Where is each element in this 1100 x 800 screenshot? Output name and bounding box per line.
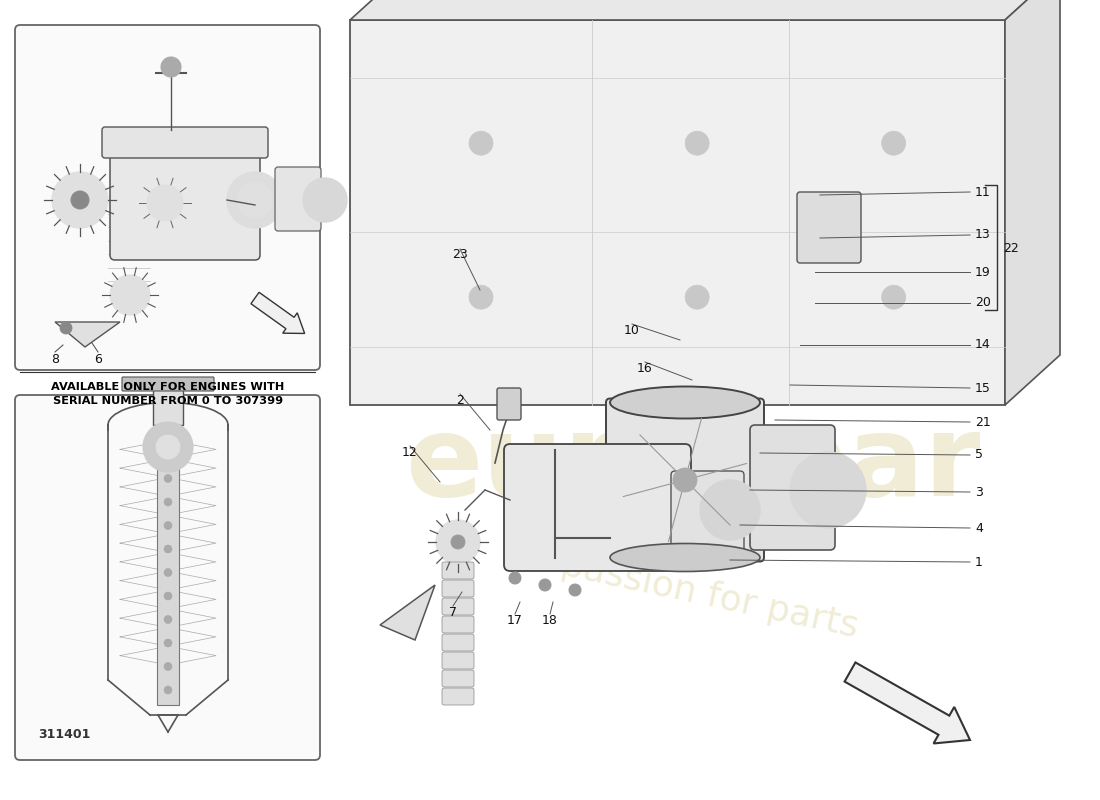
FancyBboxPatch shape <box>275 167 321 231</box>
Circle shape <box>539 579 551 591</box>
FancyArrow shape <box>845 662 970 743</box>
FancyBboxPatch shape <box>671 471 744 559</box>
Text: 1: 1 <box>975 555 983 569</box>
Circle shape <box>451 535 465 549</box>
Circle shape <box>72 191 89 209</box>
Text: 311401: 311401 <box>39 728 90 741</box>
Text: 11: 11 <box>975 186 991 198</box>
FancyBboxPatch shape <box>442 688 474 705</box>
FancyArrow shape <box>251 292 305 334</box>
Circle shape <box>700 480 760 540</box>
Text: 8: 8 <box>51 353 59 366</box>
Text: 14: 14 <box>975 338 991 351</box>
Circle shape <box>164 545 172 553</box>
Circle shape <box>164 569 172 577</box>
Text: 19: 19 <box>975 266 991 278</box>
Text: a passion for parts: a passion for parts <box>525 540 861 644</box>
Circle shape <box>147 185 183 221</box>
Text: 18: 18 <box>542 614 558 626</box>
FancyBboxPatch shape <box>442 634 474 651</box>
Text: 17: 17 <box>507 614 522 626</box>
Polygon shape <box>55 322 120 347</box>
FancyBboxPatch shape <box>122 377 214 391</box>
Circle shape <box>302 178 346 222</box>
Circle shape <box>156 435 180 459</box>
Circle shape <box>436 520 480 564</box>
FancyBboxPatch shape <box>442 616 474 633</box>
Circle shape <box>569 584 581 596</box>
Circle shape <box>469 286 493 309</box>
Circle shape <box>509 572 521 584</box>
FancyBboxPatch shape <box>504 444 691 571</box>
Ellipse shape <box>610 386 760 418</box>
FancyBboxPatch shape <box>442 598 474 615</box>
FancyBboxPatch shape <box>15 25 320 370</box>
FancyBboxPatch shape <box>442 652 474 669</box>
Circle shape <box>164 592 172 600</box>
Text: 16: 16 <box>637 362 653 374</box>
Circle shape <box>227 172 283 228</box>
FancyBboxPatch shape <box>110 150 260 260</box>
Circle shape <box>110 275 150 315</box>
Circle shape <box>685 131 710 155</box>
FancyBboxPatch shape <box>798 192 861 263</box>
Polygon shape <box>379 585 434 640</box>
FancyBboxPatch shape <box>497 388 521 420</box>
FancyBboxPatch shape <box>15 395 320 760</box>
Text: 15: 15 <box>975 382 991 394</box>
Polygon shape <box>350 0 1060 20</box>
FancyBboxPatch shape <box>442 562 474 579</box>
FancyBboxPatch shape <box>157 440 179 705</box>
Circle shape <box>685 286 710 309</box>
Circle shape <box>143 422 192 472</box>
Circle shape <box>52 172 108 228</box>
FancyBboxPatch shape <box>102 127 268 158</box>
Text: 6: 6 <box>95 353 102 366</box>
Text: 7: 7 <box>449 606 456 618</box>
Circle shape <box>164 662 172 670</box>
Circle shape <box>673 468 697 492</box>
Polygon shape <box>1005 0 1060 405</box>
Text: 10: 10 <box>624 323 640 337</box>
Circle shape <box>60 322 72 334</box>
FancyBboxPatch shape <box>442 580 474 597</box>
FancyBboxPatch shape <box>606 398 764 562</box>
Circle shape <box>164 686 172 694</box>
Text: 12: 12 <box>403 446 418 458</box>
Text: 21: 21 <box>975 415 991 429</box>
Text: 2: 2 <box>456 394 464 406</box>
Circle shape <box>469 131 493 155</box>
FancyBboxPatch shape <box>750 425 835 550</box>
Circle shape <box>882 131 905 155</box>
Circle shape <box>882 286 905 309</box>
Text: AVAILABLE ONLY FOR ENGINES WITH
SERIAL NUMBER FROM 0 TO 307399: AVAILABLE ONLY FOR ENGINES WITH SERIAL N… <box>52 382 285 406</box>
Text: 22: 22 <box>1003 242 1019 254</box>
Circle shape <box>164 639 172 647</box>
Text: 3: 3 <box>975 486 983 498</box>
Text: eurospar: eurospar <box>405 409 981 519</box>
Text: 4: 4 <box>975 522 983 534</box>
Text: 20: 20 <box>975 297 991 310</box>
Circle shape <box>161 57 182 77</box>
Circle shape <box>164 498 172 506</box>
Text: 5: 5 <box>975 449 983 462</box>
Circle shape <box>164 474 172 482</box>
FancyBboxPatch shape <box>350 20 1005 405</box>
Text: 23: 23 <box>452 249 468 262</box>
Text: 13: 13 <box>975 229 991 242</box>
Circle shape <box>164 615 172 623</box>
Ellipse shape <box>610 543 760 571</box>
FancyBboxPatch shape <box>442 670 474 687</box>
FancyBboxPatch shape <box>153 385 183 425</box>
Circle shape <box>790 452 866 528</box>
Circle shape <box>164 522 172 530</box>
Circle shape <box>236 182 273 218</box>
